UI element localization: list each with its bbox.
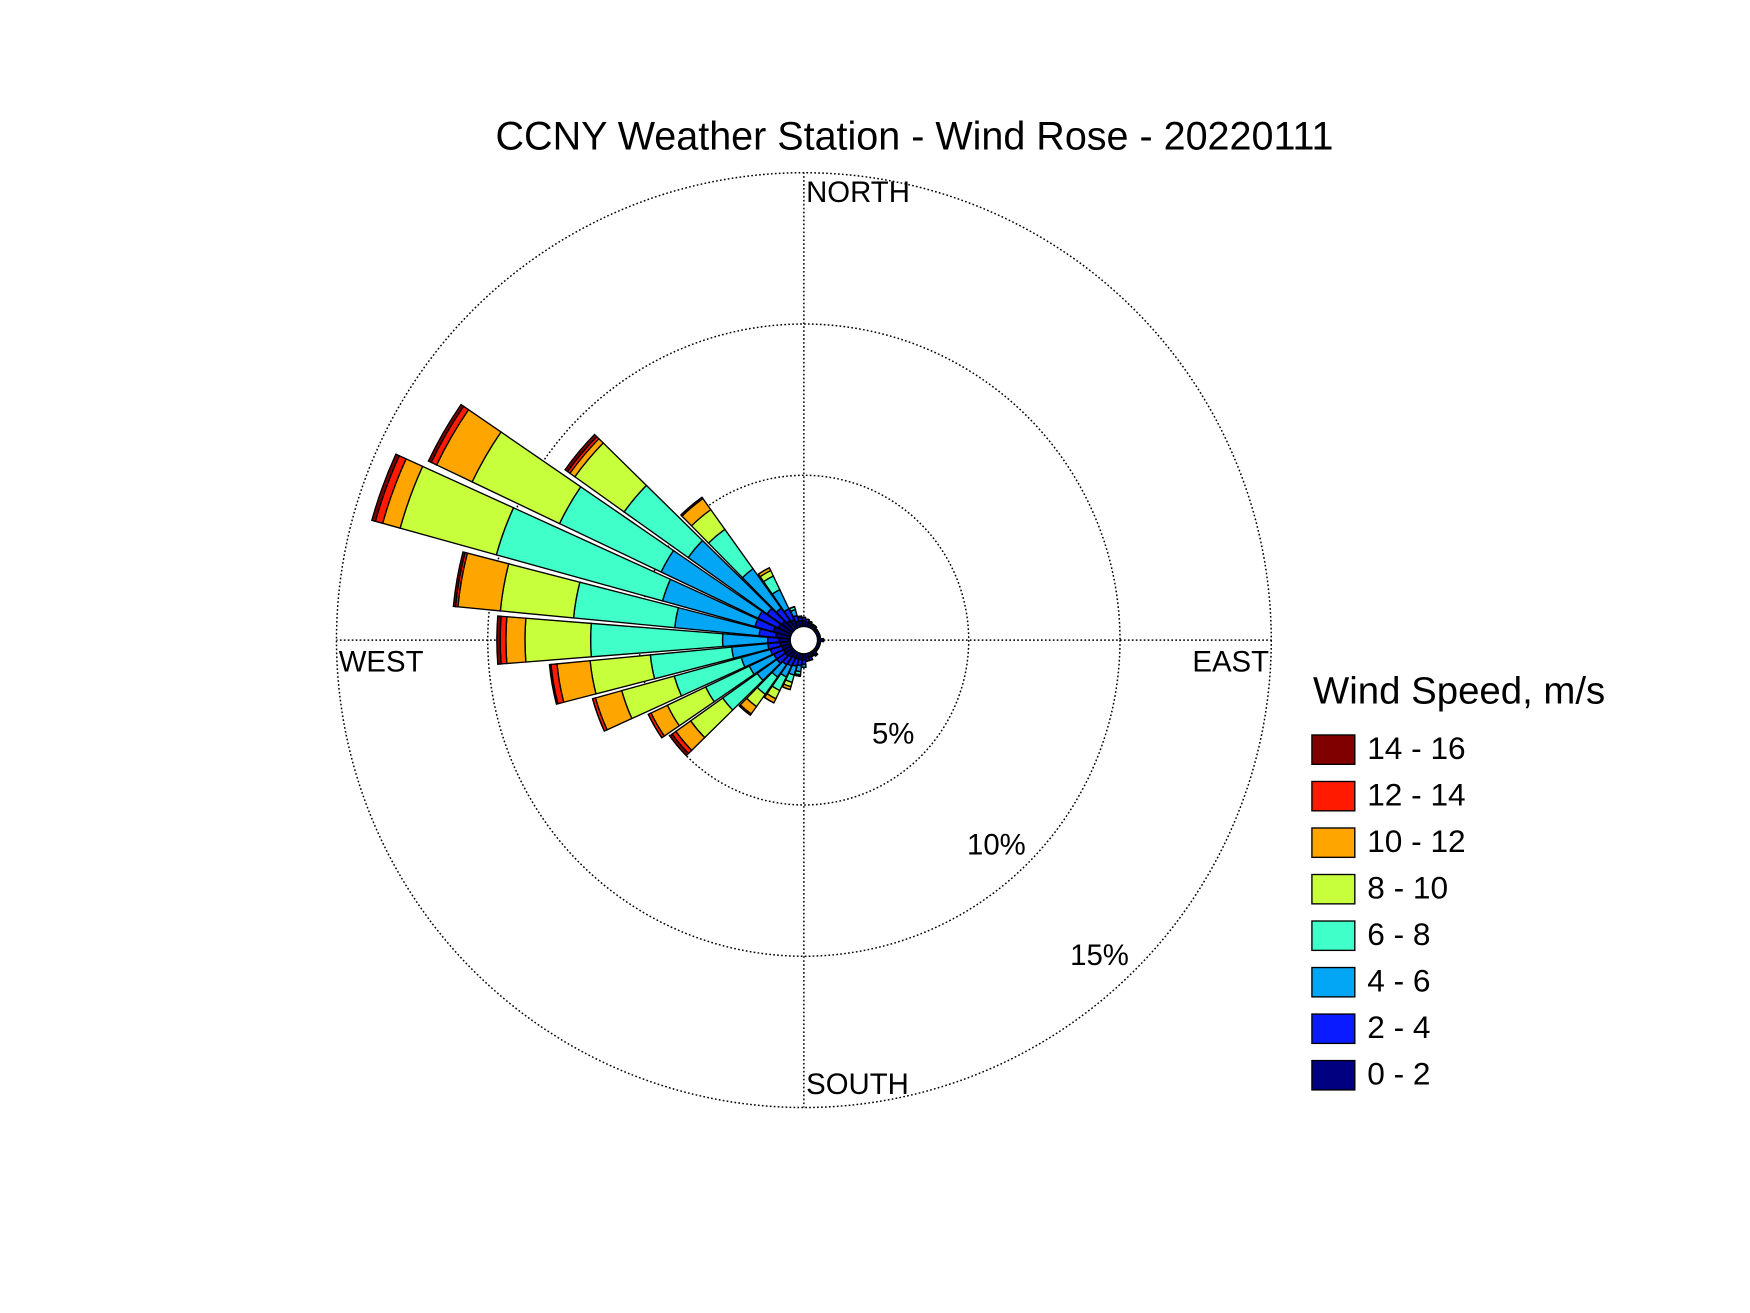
- wedge: [805, 618, 810, 621]
- direction-label: SOUTH: [806, 1068, 909, 1101]
- wedge: [524, 617, 593, 663]
- wedge: [371, 453, 401, 523]
- legend-label: 10 - 12: [1367, 823, 1465, 859]
- legend-label: 8 - 10: [1367, 870, 1448, 906]
- legend-swatch: [1311, 827, 1356, 859]
- wedge: [758, 567, 770, 575]
- wedge: [764, 696, 775, 704]
- wedge: [818, 644, 821, 648]
- wedge: [680, 496, 703, 516]
- legend-label: 12 - 14: [1367, 777, 1465, 813]
- legend-label: 6 - 8: [1367, 916, 1430, 952]
- wedge: [564, 433, 598, 473]
- radial-tick-label: 15%: [1070, 939, 1129, 972]
- wedge: [797, 615, 802, 618]
- wedge: [496, 615, 502, 665]
- legend-swatch: [1311, 966, 1356, 998]
- legend-swatch: [1311, 1059, 1356, 1091]
- wedge: [427, 403, 465, 464]
- legend-label: 2 - 4: [1367, 1009, 1430, 1045]
- grid-circle: [638, 474, 970, 806]
- wedge: [818, 632, 821, 636]
- legend-swatch: [1311, 1013, 1356, 1045]
- wedge: [548, 663, 559, 705]
- wedge: [808, 620, 813, 623]
- legend-swatch: [1311, 920, 1356, 952]
- legend-swatch: [1311, 780, 1356, 812]
- legend-swatch: [1311, 734, 1356, 765]
- center-hole: [789, 626, 818, 655]
- wedge: [805, 659, 810, 662]
- radial-tick-label: 10%: [967, 828, 1026, 861]
- legend-title: Wind Speed, m/s: [1313, 669, 1605, 712]
- legend-label: 4 - 6: [1367, 963, 1430, 999]
- wedge: [668, 733, 690, 757]
- legend-swatch: [1311, 873, 1356, 905]
- direction-label: WEST: [339, 646, 424, 679]
- chart-title: CCNY Weather Station - Wind Rose - 20220…: [496, 114, 1334, 158]
- wedge: [505, 616, 527, 665]
- legend-label: 14 - 16: [1367, 730, 1465, 766]
- wedge: [814, 653, 819, 657]
- direction-label: NORTH: [806, 176, 910, 209]
- legend-label: 0 - 2: [1367, 1056, 1430, 1092]
- wedge: [452, 551, 466, 608]
- radial-tick-label: 5%: [872, 718, 914, 751]
- direction-label: EAST: [1192, 646, 1269, 679]
